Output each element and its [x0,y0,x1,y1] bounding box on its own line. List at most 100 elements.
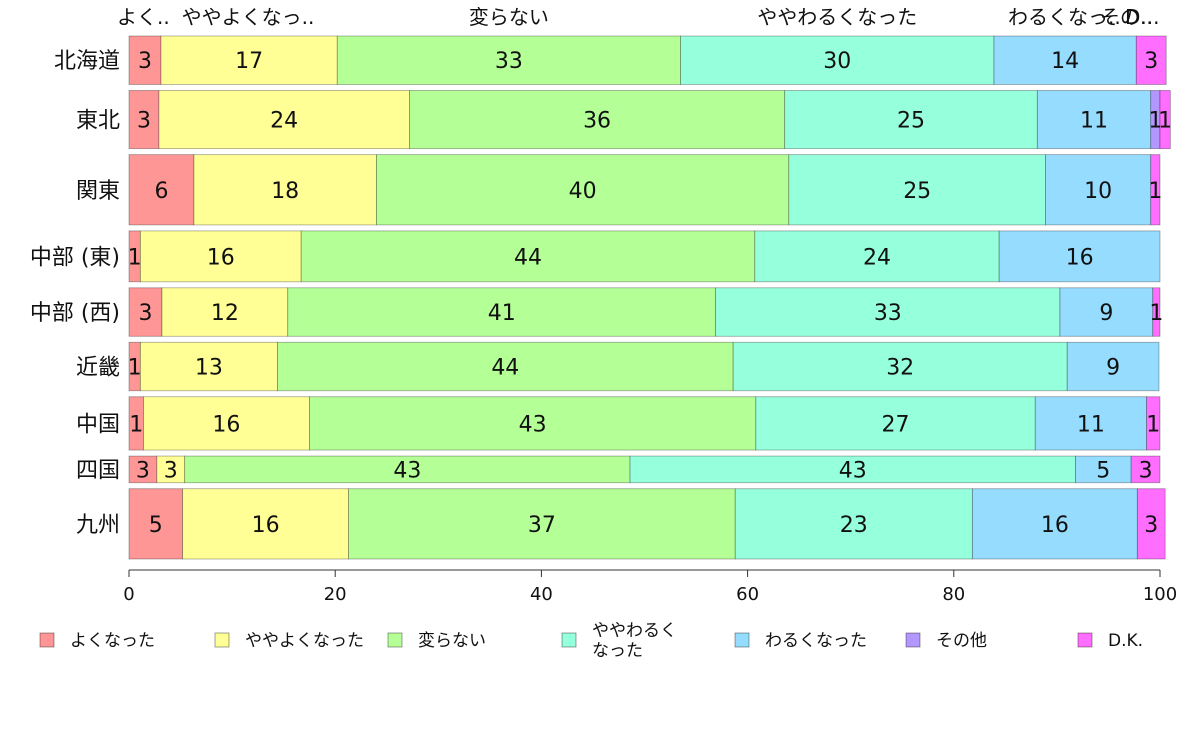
column-header-label: わるくなっ.. [1008,5,1121,29]
bar-value-label: 25 [903,179,931,204]
legend-label-line: ややわるく [592,621,677,641]
bar-segment [1045,154,1152,226]
bar-segment [409,90,786,150]
bar-value-label: 3 [138,301,152,326]
bar-segment [1152,287,1161,337]
bar-value-label: 43 [519,412,547,437]
legend-label: わるくなった [765,631,867,651]
bar-segment [993,35,1137,85]
bar-value-label: 24 [863,245,891,270]
bar-segment [139,341,278,392]
bar-segment [754,230,1000,283]
category-label: 関東 [76,179,120,204]
legend-label: よくなった [70,631,155,651]
category-label: 中部 (東) [30,245,120,270]
bar-value-label: 3 [164,458,178,483]
bar-value-label: 9 [1099,301,1113,326]
bar-value-label: 44 [491,356,519,381]
bar-value-label: 10 [1084,179,1112,204]
bar-segment [1130,455,1161,484]
bar-segment [788,154,1046,226]
x-tick-label: 20 [324,584,347,605]
bar-value-label: 16 [252,513,280,538]
bar-value-label: 36 [583,109,611,134]
bar-segment [143,396,310,451]
bar-value-label: 16 [1041,513,1069,538]
bar-segment [1034,396,1147,451]
column-header-label: ややよくなっ.. [182,5,315,29]
bar-value-label: 5 [149,513,163,538]
x-tick-label: 40 [530,584,553,605]
bar-value-label: 16 [1066,245,1094,270]
bar-value-label: 11 [1080,109,1108,134]
bar-segment [715,287,1061,337]
bar-segment [1066,341,1160,392]
legend-label-line: D.K. [1108,631,1143,651]
bar-segment [1150,154,1161,226]
category-label: 近畿 [76,356,120,381]
column-header-label: D... [1125,5,1159,29]
legend-label: その他 [936,631,987,651]
bar-value-label: 33 [495,49,523,74]
category-label: 北海道 [54,49,120,74]
bar-value-label: 3 [1144,513,1158,538]
bar-value-label: 13 [195,356,223,381]
bar-segment [156,455,186,484]
bar-value-label: 1 [1146,412,1160,437]
x-tick-label: 80 [942,584,965,605]
bar-segment [193,154,377,226]
bar-segment [128,35,162,85]
bar-value-label: 12 [211,301,239,326]
bar-value-label: 27 [882,412,910,437]
category-label: 中部 (西) [30,301,120,326]
bar-segment [300,230,756,283]
bar-segment [158,90,410,150]
bar-value-label: 1 [129,412,143,437]
category-label: 九州 [76,513,120,538]
bar-segment [734,488,973,560]
legend-label-line: ややよくなった [245,631,364,651]
x-tick-label: 60 [736,584,759,605]
legend-label-line: よくなった [70,631,155,651]
bar-segment [128,488,184,560]
legend-label-line: なった [592,641,643,661]
bar-value-label: 9 [1106,356,1120,381]
legend-swatch [214,632,230,648]
bar-value-label: 44 [514,245,542,270]
bar-value-label: 16 [212,412,240,437]
bar-segment [287,287,717,337]
bar-value-label: 14 [1051,49,1079,74]
legend-swatch [1077,632,1093,648]
bar-segment [1136,488,1166,560]
bar-segment [680,35,995,85]
legend-label: ややよくなった [245,631,364,651]
legend-label-line: わるくなった [765,631,867,651]
bar-segment [376,154,790,226]
bar-value-label: 18 [271,179,299,204]
legend-swatch [39,632,55,648]
bar-value-label: 43 [393,458,421,483]
bar-segment [128,154,195,226]
bar-segment [139,230,302,283]
bar-value-label: 40 [569,179,597,204]
legend-label-line: 変らない [418,631,486,651]
bars-area: 3 17 33 30 14 33 24 36 25 11 116 18 40 25 10 11 16 44 24 16… [128,35,1172,560]
column-header-label: よく.. [117,5,170,29]
bar-value-label: 1 [1148,179,1162,204]
bar-value-label: 37 [528,513,556,538]
bar-segment [182,488,350,560]
bar-value-label: 3 [137,109,151,134]
legend-label: 変らない [418,631,486,651]
bar-value-label: 3 [1139,458,1153,483]
bar-value-label: 24 [270,109,298,134]
category-label: 中国 [76,412,120,437]
legend-swatch [387,632,403,648]
bar-segment [732,341,1068,392]
bar-value-label: 1 [1148,109,1162,134]
bar-value-label: 5 [1096,458,1110,483]
bar-value-label: 41 [488,301,516,326]
bar-segment [784,90,1038,150]
bar-segment [128,455,158,484]
column-header-label: その.. [1100,5,1153,29]
